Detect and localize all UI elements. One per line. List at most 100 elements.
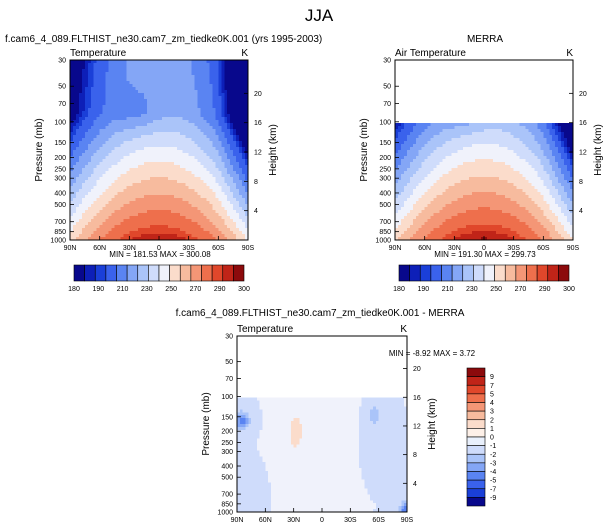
- field-cell: [87, 228, 92, 232]
- field-cell: [215, 231, 219, 235]
- field-cell: [212, 165, 216, 169]
- field-cell: [99, 183, 104, 187]
- field-cell: [99, 225, 104, 229]
- field-cell: [159, 135, 163, 139]
- field-cell: [427, 117, 431, 121]
- field-cell: [96, 72, 101, 76]
- field-cell: [457, 102, 461, 106]
- field-cell: [147, 105, 151, 109]
- field-cell: [403, 96, 408, 100]
- field-cell: [144, 219, 148, 223]
- field-cell: [81, 207, 86, 211]
- field-cell: [87, 234, 92, 238]
- field-cell: [209, 216, 213, 220]
- field-cell: [463, 90, 467, 94]
- field-cell: [185, 75, 190, 79]
- field-cell: [70, 96, 74, 100]
- field-cell: [206, 198, 210, 202]
- field-cell: [197, 120, 201, 124]
- field-cell: [117, 192, 121, 196]
- field-cell: [81, 156, 86, 160]
- field-cell: [567, 120, 571, 124]
- field-cell: [239, 90, 243, 94]
- field-cell: [227, 213, 231, 217]
- field-cell: [221, 144, 225, 148]
- field-cell: [564, 90, 568, 94]
- field-cell: [543, 66, 547, 70]
- field-cell: [501, 120, 506, 124]
- field-cell: [81, 150, 86, 154]
- field-cell: [102, 180, 106, 184]
- field-cell: [227, 138, 231, 142]
- field-cell: [144, 105, 148, 109]
- field-cell: [182, 84, 187, 88]
- field-cell: [433, 87, 437, 91]
- field-cell: [156, 153, 160, 157]
- field-cell: [153, 90, 157, 94]
- field-cell: [558, 84, 562, 88]
- pressure-tick-label: 850: [54, 229, 66, 236]
- field-cell: [159, 219, 163, 223]
- field-cell: [209, 150, 213, 154]
- field-cell: [236, 189, 240, 193]
- field-cell: [87, 138, 92, 142]
- field-cell: [197, 126, 201, 130]
- field-cell: [156, 210, 160, 214]
- field-cell: [475, 111, 479, 115]
- field-cell: [147, 141, 151, 145]
- field-cell: [156, 120, 160, 124]
- field-cell: [90, 168, 95, 172]
- field-cell: [406, 99, 411, 103]
- field-cell: [135, 60, 139, 64]
- field-cell: [150, 141, 154, 145]
- field-cell: [138, 60, 142, 64]
- field-cell: [87, 87, 92, 91]
- field-cell: [230, 63, 234, 67]
- field-cell: [117, 171, 121, 175]
- field-cell: [236, 141, 240, 145]
- field-cell: [111, 237, 115, 241]
- field-cell: [561, 120, 565, 124]
- field-cell: [215, 120, 219, 124]
- field-cell: [176, 111, 181, 115]
- latitude-tick-label: 90N: [64, 245, 77, 252]
- field-cell: [185, 198, 190, 202]
- field-cell: [424, 99, 429, 103]
- field-cell: [129, 210, 133, 214]
- field-cell: [141, 66, 145, 70]
- field-cell: [72, 75, 77, 79]
- field-cell: [409, 111, 414, 115]
- field-cell: [102, 168, 106, 172]
- field-cell: [138, 216, 142, 220]
- field-cell: [409, 81, 414, 85]
- field-cell: [75, 231, 80, 235]
- field-cell: [105, 198, 109, 202]
- field-cell: [161, 219, 166, 223]
- field-cell: [245, 105, 249, 109]
- field-cell: [209, 60, 213, 64]
- field-cell: [167, 189, 172, 193]
- field-cell: [194, 90, 198, 94]
- field-cell: [96, 231, 101, 235]
- field-cell: [84, 162, 89, 166]
- field-cell: [87, 117, 92, 121]
- field-cell: [242, 147, 246, 151]
- field-cell: [176, 84, 181, 88]
- field-cell: [555, 69, 559, 73]
- field-cell: [227, 231, 231, 235]
- field-cell: [99, 81, 104, 85]
- field-cell: [472, 87, 476, 91]
- field-cell: [463, 72, 467, 76]
- field-cell: [84, 204, 89, 208]
- field-cell: [87, 165, 92, 169]
- field-cell: [150, 216, 154, 220]
- field-cell: [185, 159, 190, 163]
- field-cell: [176, 138, 181, 142]
- field-cell: [230, 135, 234, 139]
- field-cell: [117, 117, 121, 121]
- field-cell: [176, 123, 181, 127]
- field-cell: [418, 111, 423, 115]
- field-cell: [430, 63, 434, 67]
- field-cell: [224, 186, 228, 190]
- field-cell: [99, 75, 104, 79]
